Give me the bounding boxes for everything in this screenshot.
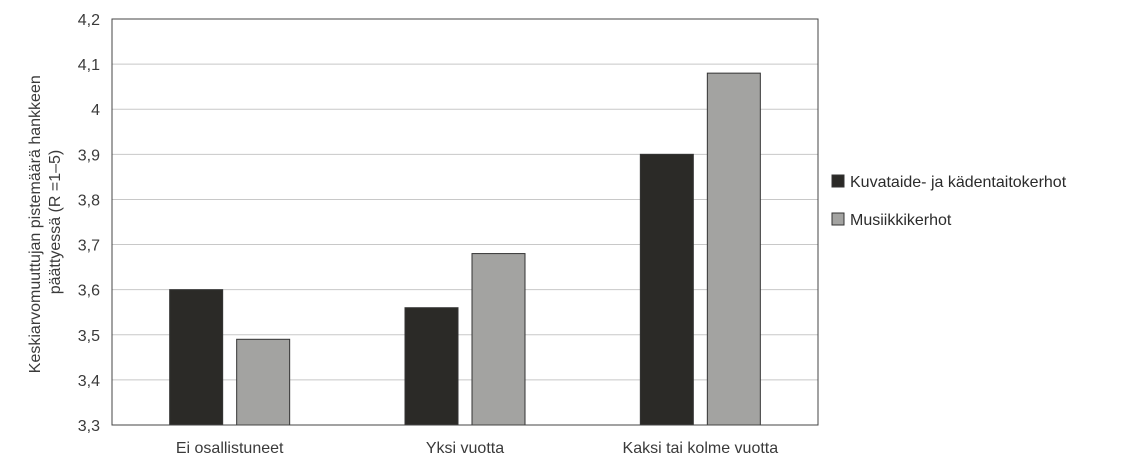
legend: Kuvataide- ja kädentaitokerhot Musiikkike… xyxy=(831,174,1067,229)
bar xyxy=(471,253,526,426)
bar xyxy=(169,289,224,426)
y-tick-label: 3,4 xyxy=(78,373,100,390)
legend-label: Musiikkikerhot xyxy=(850,212,952,229)
y-tick-label: 4 xyxy=(91,102,100,119)
y-tick-label: 3,7 xyxy=(78,238,100,255)
y-axis-tick-labels: 3,3 3,4 3,5 3,6 3,7 3,8 3,9 4 4,1 4,2 xyxy=(78,12,100,435)
plot-frame xyxy=(111,18,819,426)
y-tick-label: 4,1 xyxy=(78,57,100,74)
bar xyxy=(639,153,694,426)
legend-swatch xyxy=(831,212,845,226)
x-axis-category-labels: Ei osallistuneet Yksi vuotta Kaksi tai kol… xyxy=(176,440,778,457)
legend-label: Kuvataide- ja kädentaitokerhot xyxy=(850,174,1067,191)
legend-swatch xyxy=(831,174,845,188)
y-tick-label: 4,2 xyxy=(78,12,100,29)
y-tick-label: 3,9 xyxy=(78,147,100,164)
y-tick-label: 3,8 xyxy=(78,192,100,209)
y-tick-label: 3,5 xyxy=(78,328,100,345)
bar xyxy=(236,338,291,426)
bar xyxy=(706,72,761,426)
y-axis-title: Keskiarvomuuttujan pistemäärä hankkeen p… xyxy=(27,71,64,373)
x-category-label: Kaksi tai kolme vuotta xyxy=(623,440,779,457)
bar xyxy=(404,307,459,426)
y-tick-label: 3,6 xyxy=(78,283,100,300)
y-axis-title-line-2: päättyessä (R =1–5) xyxy=(47,150,64,295)
gridlines xyxy=(112,63,818,381)
bars xyxy=(169,72,761,426)
y-axis-title-line-1: Keskiarvomuuttujan pistemäärä hankkeen xyxy=(27,75,44,373)
x-category-label: Ei osallistuneet xyxy=(176,440,284,457)
x-category-label: Yksi vuotta xyxy=(426,440,504,457)
y-tick-label: 3,3 xyxy=(78,418,100,435)
